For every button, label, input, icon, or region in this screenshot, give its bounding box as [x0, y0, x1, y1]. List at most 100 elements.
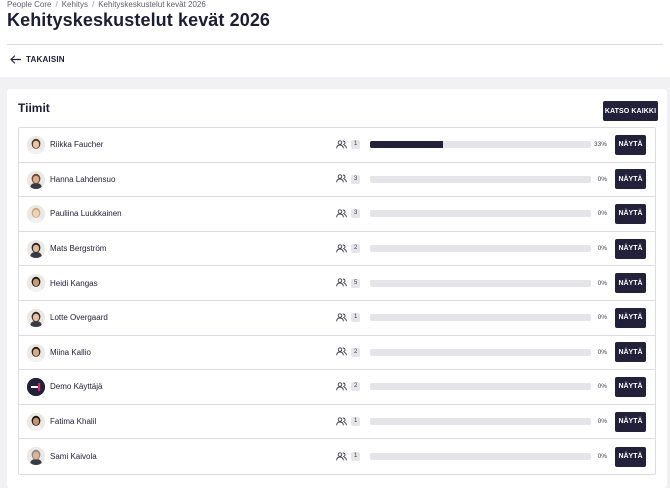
show-button[interactable]: NÄYTÄ: [615, 411, 646, 432]
member-count-badge: 2: [351, 382, 361, 392]
team-member-count: 5: [336, 274, 361, 292]
progress-bar: [370, 141, 591, 149]
progress-percentage: 0%: [597, 279, 607, 287]
progress-bar: [370, 210, 591, 218]
progress-bar: [370, 418, 591, 426]
progress-percentage: 33%: [593, 141, 607, 149]
progress-bar: [370, 314, 591, 322]
breadcrumb-item-people-core[interactable]: People Core: [7, 0, 52, 9]
people-icon: [336, 378, 347, 396]
progress-bar: [370, 279, 591, 287]
team-row-2: Hanna Lahdensuo 3 0% NÄYTÄ: [19, 163, 655, 198]
team-row-7: Miina Kallio 2 0% NÄYTÄ: [19, 336, 655, 371]
member-count-badge: 3: [351, 174, 361, 184]
progress-bar: [370, 383, 591, 391]
avatar: [27, 412, 45, 431]
progress-percentage: 0%: [597, 314, 607, 322]
teams-card: Tiimit KATSO KAIKKI Riikka Faucher 1 33%…: [7, 89, 667, 488]
progress-percentage: 0%: [597, 383, 607, 391]
team-row-10: Sami Kaivola 1 0% NÄYTÄ: [19, 439, 655, 474]
member-count-badge: 1: [351, 140, 361, 150]
team-leader-name: Mats Bergström: [50, 244, 107, 254]
header-divider: [7, 44, 663, 45]
people-icon: [336, 205, 347, 223]
member-count-badge: 5: [351, 278, 361, 288]
back-button[interactable]: TAKAISIN: [10, 55, 65, 64]
team-leader-name: Demo Käyttäjä: [50, 382, 103, 392]
progress-percentage: 0%: [597, 245, 607, 253]
show-button[interactable]: NÄYTÄ: [615, 169, 646, 190]
team-leader-name: Pauliina Luukkainen: [50, 209, 122, 219]
team-row-8: Demo Käyttäjä 2 0% NÄYTÄ: [19, 370, 655, 405]
progress-bar: [370, 245, 591, 253]
team-row-4: Mats Bergström 2 0% NÄYTÄ: [19, 232, 655, 267]
breadcrumb-item-kehitys[interactable]: Kehitys: [61, 0, 88, 9]
show-button[interactable]: NÄYTÄ: [615, 134, 646, 155]
progress-percentage: 0%: [597, 348, 607, 356]
team-member-count: 2: [336, 240, 361, 258]
team-member-count: 1: [336, 448, 361, 466]
breadcrumb-item-current: Kehityskeskustelut kevät 2026: [98, 0, 206, 9]
progress-percentage: 0%: [597, 453, 607, 461]
avatar: [27, 170, 45, 189]
team-leader-name: Riikka Faucher: [50, 140, 104, 150]
team-list: Riikka Faucher 1 33% NÄYTÄ Hanna Lahdens…: [18, 127, 656, 475]
team-leader-name: Sami Kaivola: [50, 452, 97, 462]
avatar: [27, 447, 45, 466]
show-button[interactable]: NÄYTÄ: [615, 376, 646, 397]
show-button[interactable]: NÄYTÄ: [615, 307, 646, 328]
avatar: [27, 136, 45, 154]
team-leader-name: Lotte Overgaard: [50, 313, 108, 323]
show-button[interactable]: NÄYTÄ: [615, 238, 646, 259]
people-icon: [336, 448, 347, 466]
team-leader-name: Fatima Khalil: [50, 417, 97, 427]
member-count-badge: 1: [351, 452, 361, 462]
people-icon: [336, 136, 347, 154]
show-button[interactable]: NÄYTÄ: [615, 203, 646, 224]
member-count-badge: 2: [351, 347, 361, 357]
avatar: [27, 239, 45, 258]
progress-percentage: 0%: [597, 210, 607, 218]
team-member-count: 1: [336, 413, 361, 431]
people-icon: [336, 170, 347, 188]
team-row-1: Riikka Faucher 1 33% NÄYTÄ: [19, 128, 655, 163]
team-member-count: 3: [336, 205, 361, 223]
progress-bar: [370, 453, 591, 461]
arrow-left-icon: [10, 55, 21, 64]
team-leader-name: Hanna Lahdensuo: [50, 174, 116, 184]
team-member-count: 1: [336, 309, 361, 327]
avatar: [27, 343, 45, 362]
avatar: [27, 274, 45, 293]
page-title: Kehityskeskustelut kevät 2026: [7, 10, 271, 30]
progress-bar-fill: [370, 141, 443, 149]
team-row-5: Heidi Kangas 5 0% NÄYTÄ: [19, 266, 655, 301]
team-row-9: Fatima Khalil 1 0% NÄYTÄ: [19, 405, 655, 440]
people-icon: [336, 240, 347, 258]
show-button[interactable]: NÄYTÄ: [615, 273, 646, 294]
progress-bar: [370, 348, 591, 356]
member-count-badge: 3: [351, 209, 361, 219]
view-all-button[interactable]: KATSO KAIKKI: [603, 101, 658, 121]
breadcrumb: People Core / Kehitys / Kehityskeskustel…: [7, 0, 206, 9]
team-row-3: Pauliina Luukkainen 3 0% NÄYTÄ: [19, 197, 655, 232]
avatar: [27, 308, 45, 327]
progress-percentage: 0%: [597, 418, 607, 426]
team-member-count: 2: [336, 378, 361, 396]
breadcrumb-separator: /: [91, 0, 95, 9]
team-row-6: Lotte Overgaard 1 0% NÄYTÄ: [19, 301, 655, 336]
team-member-count: 2: [336, 343, 361, 361]
team-leader-name: Miina Kallio: [50, 347, 91, 357]
show-button[interactable]: NÄYTÄ: [615, 342, 646, 363]
section-title: Tiimit: [18, 101, 50, 115]
team-member-count: 3: [336, 170, 361, 188]
avatar: [27, 205, 45, 224]
member-count-badge: 1: [351, 313, 361, 323]
people-icon: [336, 343, 347, 361]
people-icon: [336, 413, 347, 431]
member-count-badge: 2: [351, 244, 361, 254]
team-leader-name: Heidi Kangas: [50, 278, 98, 288]
progress-bar: [370, 175, 591, 183]
show-button[interactable]: NÄYTÄ: [615, 446, 646, 467]
people-icon: [336, 309, 347, 327]
people-icon: [336, 274, 347, 292]
